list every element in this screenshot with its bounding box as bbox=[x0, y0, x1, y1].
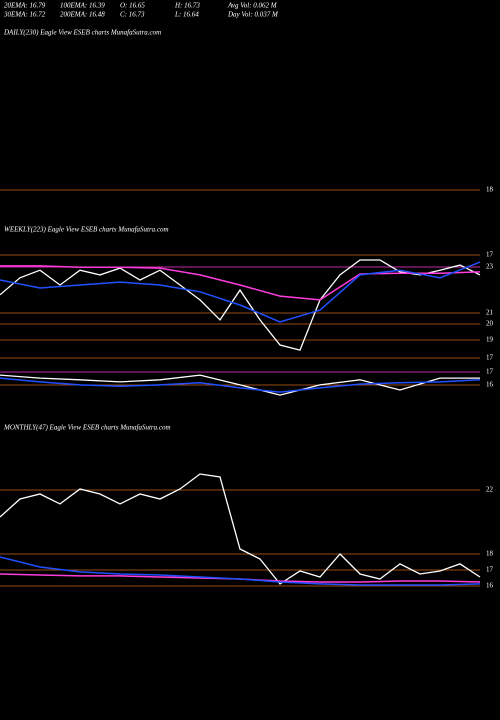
level-label: 19 bbox=[486, 336, 494, 344]
header-stat: 30EMA: 16.72 bbox=[3, 11, 46, 19]
header-stat: Avg Vol: 0.062 M bbox=[227, 2, 278, 10]
level-label: 16 bbox=[486, 582, 494, 590]
level-label: 20 bbox=[486, 320, 494, 328]
header-stat: 200EMA: 16.48 bbox=[60, 11, 105, 19]
price-line bbox=[0, 261, 481, 323]
header-stat: O: 16.65 bbox=[120, 2, 145, 10]
header-stat: 20EMA: 16.79 bbox=[4, 2, 46, 10]
price-line bbox=[0, 473, 481, 585]
level-label: 17 bbox=[486, 354, 494, 362]
level-label: 17 bbox=[486, 368, 494, 376]
price-line bbox=[0, 259, 481, 351]
level-label: 21 bbox=[486, 309, 494, 317]
price-line bbox=[0, 374, 480, 396]
level-label: 23 bbox=[486, 263, 494, 271]
level-label: 18 bbox=[486, 550, 494, 558]
level-label: 18 bbox=[486, 186, 494, 194]
price-line bbox=[0, 377, 481, 393]
panel-title: DAILY(230) Eagle View ESEB charts Munafa… bbox=[3, 29, 161, 37]
level-label: 17 bbox=[486, 251, 494, 259]
header-stat: L: 16.64 bbox=[174, 11, 199, 19]
panel-title: WEEKLY(223) Eagle View ESEB charts Munaf… bbox=[4, 226, 169, 234]
panel-title: MONTHLY(47) Eagle View ESEB charts Munaf… bbox=[3, 424, 171, 432]
header-stat: Day Vol: 0.037 M bbox=[227, 11, 279, 19]
header-stat: C: 16.73 bbox=[120, 11, 145, 19]
price-line bbox=[0, 265, 481, 301]
level-label: 22 bbox=[486, 486, 494, 494]
header-stat: 100EMA: 16.39 bbox=[60, 2, 105, 10]
level-label: 16 bbox=[486, 381, 494, 389]
price-line bbox=[0, 556, 481, 586]
level-label: 17 bbox=[486, 566, 494, 574]
header-stat: H: 16.73 bbox=[174, 2, 200, 10]
